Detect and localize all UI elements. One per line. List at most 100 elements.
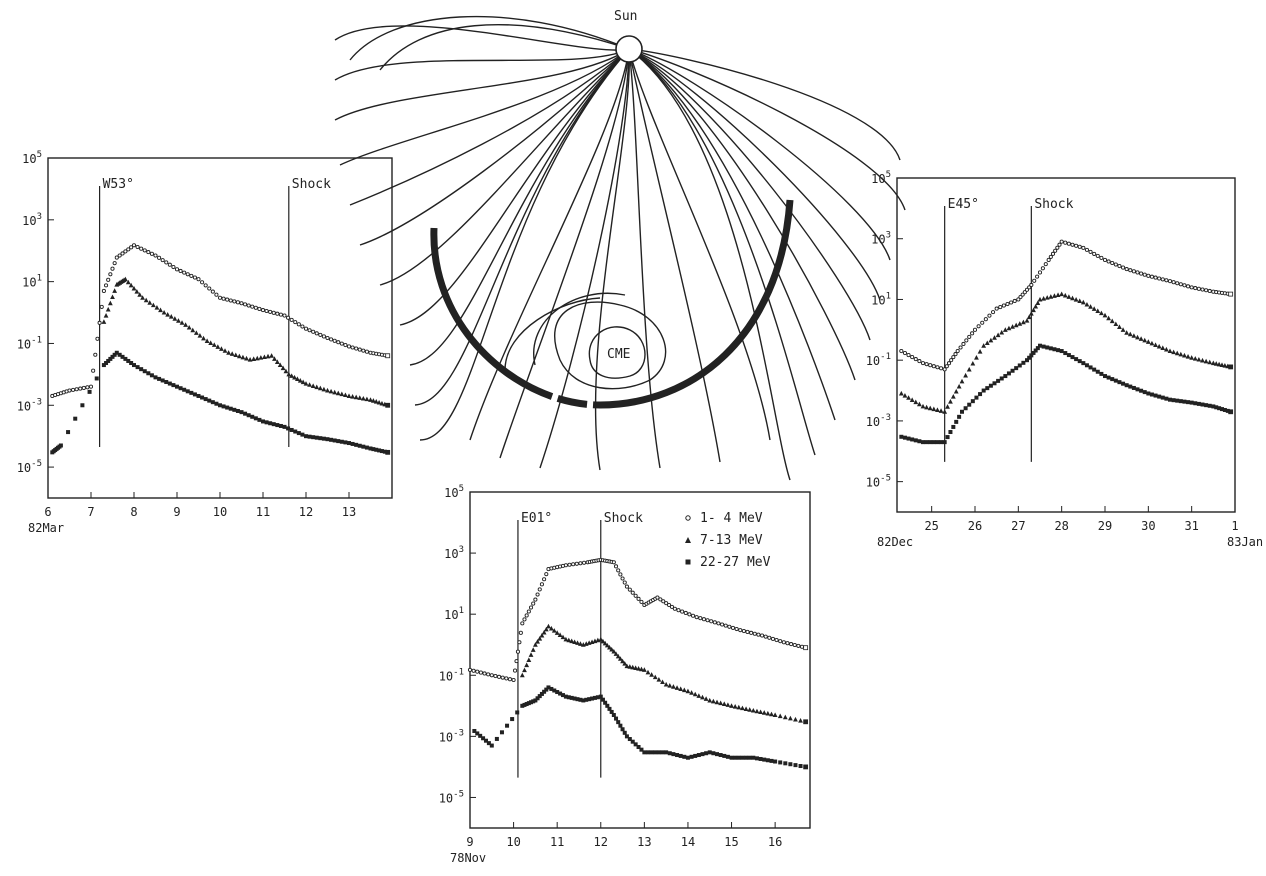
data-point (471, 668, 476, 673)
data-point (483, 738, 488, 743)
data-point (942, 367, 947, 372)
data-point (1010, 368, 1015, 373)
data-point (107, 300, 113, 306)
shock-marker-label: Shock (604, 511, 643, 526)
data-point (970, 331, 975, 336)
data-point (793, 763, 798, 768)
data-point (482, 671, 487, 676)
data-point (548, 625, 554, 631)
x-tick-label: 8 (130, 505, 137, 519)
data-point (182, 387, 187, 392)
y-tick-label: 10-5 (866, 474, 891, 490)
data-point (730, 625, 736, 630)
data-point (94, 376, 99, 381)
y-tick-label: 10-3 (866, 413, 891, 429)
data-point (566, 637, 572, 643)
data-point (1157, 394, 1162, 399)
data-point (736, 755, 741, 760)
data-point (639, 666, 644, 672)
data-point (257, 417, 262, 422)
data-point (153, 375, 158, 380)
data-point (1153, 275, 1158, 280)
data-point (785, 641, 790, 646)
data-point (948, 430, 953, 435)
data-point (1033, 348, 1038, 353)
data-point (909, 397, 915, 402)
data-point (1095, 308, 1101, 314)
data-point (357, 347, 362, 352)
x-tick-label: 6 (44, 505, 51, 519)
data-point (228, 298, 233, 303)
cme-field-line-diagram: Sun CME (334, 9, 906, 481)
data-point (1055, 245, 1060, 250)
data-point (913, 399, 919, 405)
data-point (916, 401, 922, 407)
data-point (472, 728, 477, 733)
data-point (132, 363, 136, 368)
data-point (910, 355, 915, 360)
data-point (531, 699, 536, 704)
data-point (899, 348, 904, 354)
data-point (563, 694, 568, 699)
data-point (114, 255, 119, 260)
data-point (131, 285, 137, 291)
legend-entry: 22-27 MeV (700, 555, 771, 570)
data-point (761, 710, 767, 715)
data-point (607, 644, 612, 650)
data-point (703, 696, 709, 701)
data-point (139, 246, 144, 251)
data-point (555, 690, 560, 695)
data-point (616, 720, 621, 725)
data-point (945, 435, 950, 440)
data-point (1038, 343, 1042, 348)
data-point (321, 386, 327, 392)
data-point (955, 348, 960, 354)
data-point (600, 697, 605, 702)
data-point (524, 662, 530, 668)
data-point (974, 354, 979, 360)
data-point (950, 393, 956, 399)
data-point (332, 338, 337, 343)
data-point (1032, 278, 1037, 283)
data-point (1095, 253, 1100, 258)
data-point (164, 260, 169, 265)
data-point (678, 753, 683, 758)
data-point (1020, 292, 1025, 297)
data-point (123, 276, 128, 282)
data-point (343, 392, 348, 398)
data-point (129, 361, 134, 366)
event-marker-label: E01° (521, 511, 552, 526)
series-1 (467, 557, 809, 683)
data-point (357, 395, 363, 400)
data-point (1055, 292, 1061, 297)
data-point (620, 658, 625, 664)
data-point (361, 348, 366, 353)
data-point (385, 353, 391, 359)
data-point (150, 302, 156, 308)
field-line-right (628, 48, 891, 261)
data-point (1182, 283, 1187, 288)
data-point (200, 280, 205, 285)
data-point (271, 422, 276, 427)
data-point (1139, 388, 1144, 393)
data-point (143, 297, 149, 303)
data-point (1024, 318, 1030, 323)
data-point (1092, 251, 1097, 256)
data-point (1080, 299, 1086, 305)
data-point (1174, 350, 1180, 356)
data-point (364, 349, 369, 354)
data-point (517, 640, 522, 645)
data-point (251, 356, 257, 361)
data-point (286, 371, 292, 377)
y-tick-label: 101 (871, 291, 891, 307)
data-point (913, 357, 918, 362)
data-point (1110, 260, 1115, 266)
data-point (1048, 294, 1054, 299)
data-point (1062, 292, 1068, 298)
x-tick-label: 25 (924, 519, 938, 533)
data-point (1006, 371, 1011, 376)
data-point (620, 576, 625, 581)
data-point (1088, 249, 1093, 254)
data-point (269, 353, 274, 358)
